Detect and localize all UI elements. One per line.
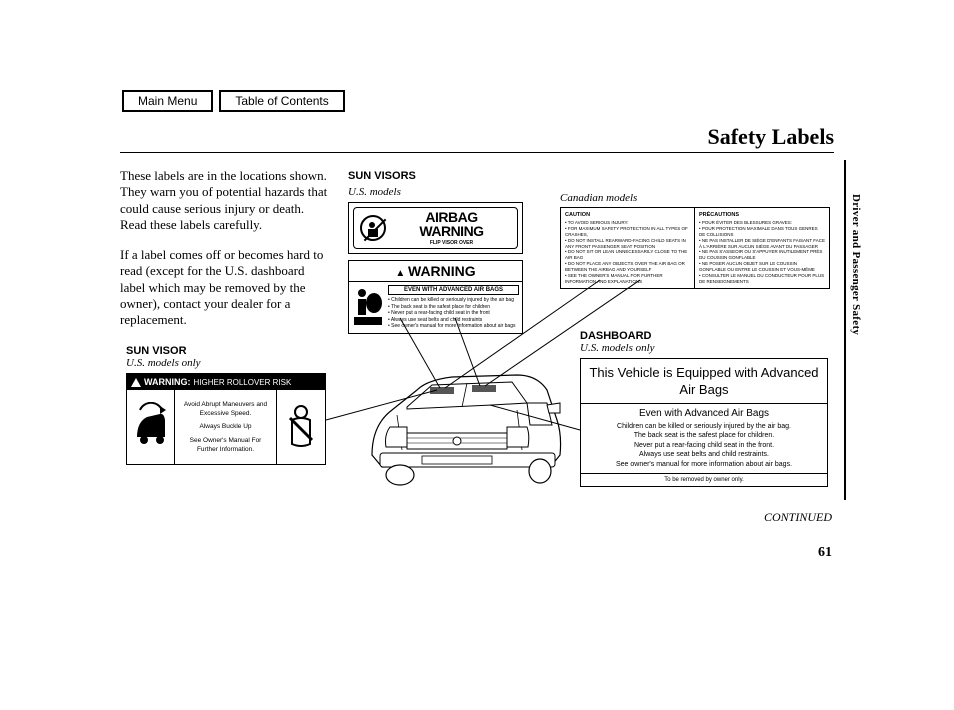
page-number: 61: [818, 545, 832, 561]
precautions-head: PRÉCAUTIONS: [699, 212, 825, 219]
dashboard-line-5: See owner's manual for more information …: [585, 460, 823, 469]
airbag-deploy-icon: [352, 285, 384, 327]
dashboard-line-1: Children can be killed or seriously inju…: [585, 422, 823, 431]
sun-visors-center-block: SUN VISORS U.S. models AIRBAG WARNING FL…: [348, 170, 523, 334]
section-tab: Driver and Passenger Safety: [850, 194, 862, 335]
caution-head: CAUTION: [565, 212, 690, 219]
rollover-warning-header: WARNING: HIGHER ROLLOVER RISK: [127, 374, 325, 390]
main-menu-button[interactable]: Main Menu: [122, 90, 213, 112]
sun-visor-subtitle: U.S. models only: [126, 357, 326, 369]
canadian-label: CAUTION • TO AVOID SERIOUS INJURY: • FOR…: [560, 207, 830, 289]
warning-header: ▲ WARNING: [349, 261, 522, 282]
flip-visor-text: FLIP VISOR OVER: [392, 240, 511, 246]
warning-triangle-icon: [131, 378, 141, 387]
rollover-vehicle-icon-cell: [127, 390, 175, 464]
vehicle-illustration: [352, 355, 572, 500]
dashboard-label: This Vehicle is Equipped with Advanced A…: [580, 358, 828, 487]
warning-word: WARNING:: [144, 377, 191, 387]
canadian-english-col: CAUTION • TO AVOID SERIOUS INJURY: • FOR…: [561, 208, 695, 288]
airbag-warning-title: AIRBAG WARNING: [392, 210, 511, 238]
caution-body: • TO AVOID SERIOUS INJURY: • FOR MAXIMUM…: [565, 220, 690, 284]
dashboard-footer: To be removed by owner only.: [581, 474, 827, 486]
continued-text: CONTINUED: [764, 510, 832, 525]
rollover-text-content: Avoid Abrupt Maneuvers and Excessive Spe…: [179, 400, 272, 453]
dashboard-block: DASHBOARD U.S. models only This Vehicle …: [580, 330, 828, 487]
airbag-inner: AIRBAG WARNING FLIP VISOR OVER: [353, 207, 518, 249]
nav-buttons: Main Menu Table of Contents: [122, 90, 351, 112]
canadian-block: Canadian models CAUTION • TO AVOID SERIO…: [560, 192, 830, 289]
title-rule: [120, 152, 834, 153]
dashboard-title: This Vehicle is Equipped with Advanced A…: [581, 359, 827, 403]
dashboard-mid: Even with Advanced Air Bags Children can…: [581, 403, 827, 474]
dashboard-subtitle2: Even with Advanced Air Bags: [585, 408, 823, 419]
prohibition-icon: [360, 215, 386, 241]
rollover-warning-label: WARNING: HIGHER ROLLOVER RISK Avoid Abru…: [126, 373, 326, 465]
rollover-text-1: Avoid Abrupt Maneuvers and Excessive Spe…: [179, 400, 272, 418]
rollover-body: Avoid Abrupt Maneuvers and Excessive Spe…: [127, 390, 325, 464]
warning-subhead: EVEN WITH ADVANCED AIR BAGS: [388, 285, 519, 295]
dashboard-line-4: Always use seat belts and child restrain…: [585, 450, 823, 459]
sun-visor-heading: SUN VISOR: [126, 345, 326, 357]
advanced-airbag-warning-label: ▲ WARNING EVEN WITH ADVANCED AIR BAGS • …: [348, 260, 523, 334]
dashboard-heading: DASHBOARD: [580, 330, 828, 342]
side-bar: [844, 160, 846, 500]
rollover-text-3: See Owner's Manual For Further Informati…: [179, 436, 272, 454]
us-models-subtitle: U.S. models: [348, 186, 523, 198]
canadian-french-col: PRÉCAUTIONS • POUR ÉVITER DES BLESSURES …: [695, 208, 829, 288]
rollover-text-cell: Avoid Abrupt Maneuvers and Excessive Spe…: [175, 390, 277, 464]
page-title: Safety Labels: [708, 124, 835, 150]
rollover-vehicle-icon: [132, 402, 170, 452]
rollover-text-2: Always Buckle Up: [179, 422, 272, 431]
airbag-warning-label: AIRBAG WARNING FLIP VISOR OVER: [348, 202, 523, 254]
precautions-body: • POUR ÉVITER DES BLESSURES GRAVES: • PO…: [699, 220, 825, 284]
rollover-risk-text: HIGHER ROLLOVER RISK: [194, 378, 292, 387]
seatbelt-icon: [282, 402, 320, 452]
dashboard-line-2: The back seat is the safest place for ch…: [585, 431, 823, 440]
warning-body: EVEN WITH ADVANCED AIR BAGS • Children c…: [349, 282, 522, 333]
minivan-drawing: [352, 355, 572, 500]
toc-button[interactable]: Table of Contents: [219, 90, 344, 112]
sun-visor-rollover-block: SUN VISOR U.S. models only WARNING: HIGH…: [126, 345, 326, 465]
intro-paragraph-1: These labels are in the locations shown.…: [120, 168, 330, 233]
canadian-subtitle: Canadian models: [560, 192, 830, 204]
intro-text: These labels are in the locations shown.…: [120, 168, 330, 342]
dashboard-line-3: Never put a rear-facing child seat in th…: [585, 441, 823, 450]
child-seat-icon: [364, 219, 386, 241]
sun-visors-heading: SUN VISORS: [348, 170, 523, 182]
dashboard-body: Children can be killed or seriously inju…: [585, 422, 823, 469]
intro-paragraph-2: If a label comes off or becomes hard to …: [120, 247, 330, 328]
warning-word-2: WARNING: [408, 263, 476, 279]
rollover-seatbelt-icon-cell: [277, 390, 325, 464]
warning-bullets: • Children can be killed or seriously in…: [388, 297, 519, 330]
dashboard-subtitle: U.S. models only: [580, 342, 828, 354]
